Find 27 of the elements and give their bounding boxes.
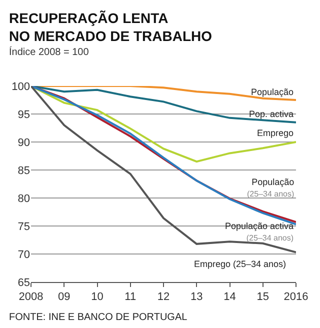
line-series: [31, 86, 296, 254]
y-tick-label: 75: [18, 220, 30, 233]
y-tick-label: 65: [18, 276, 30, 289]
x-tick-label: 09: [58, 291, 70, 304]
y-tick-label: 95: [18, 108, 30, 121]
y-tick-label: 85: [18, 164, 30, 177]
y-tick-label: 70: [18, 248, 30, 261]
chart-subtitle: Índice 2008 = 100: [9, 46, 90, 58]
y-tick-label: 100: [12, 80, 30, 93]
series-label: Emprego (25–34 anos): [194, 259, 286, 269]
x-tick-label: 10: [91, 291, 104, 304]
x-tick-label: 2008: [18, 291, 44, 304]
x-tick-label: 12: [157, 291, 170, 304]
x-tick-label: 11: [124, 291, 136, 304]
x-tick-label: 13: [190, 291, 203, 304]
x-tick-label: 14: [224, 291, 236, 304]
x-tick-label: 15: [256, 291, 270, 304]
series-label: Pop. activa: [249, 109, 294, 119]
series-label: População activa (25–34 anos): [225, 221, 294, 243]
x-tick-label: 2016: [284, 291, 308, 304]
series-label: Emprego: [257, 128, 294, 138]
series-label: População: [251, 87, 294, 97]
source-note: FONTE: INE E BANCO DE PORTUGAL: [9, 312, 188, 323]
series-label: População (25–34 anos): [247, 177, 294, 199]
chart-title: RECUPERAÇÃO LENTA NO MERCADO DE TRABALHO: [9, 10, 212, 44]
y-tick-label: 80: [18, 192, 30, 205]
y-tick-label: 90: [18, 136, 30, 149]
